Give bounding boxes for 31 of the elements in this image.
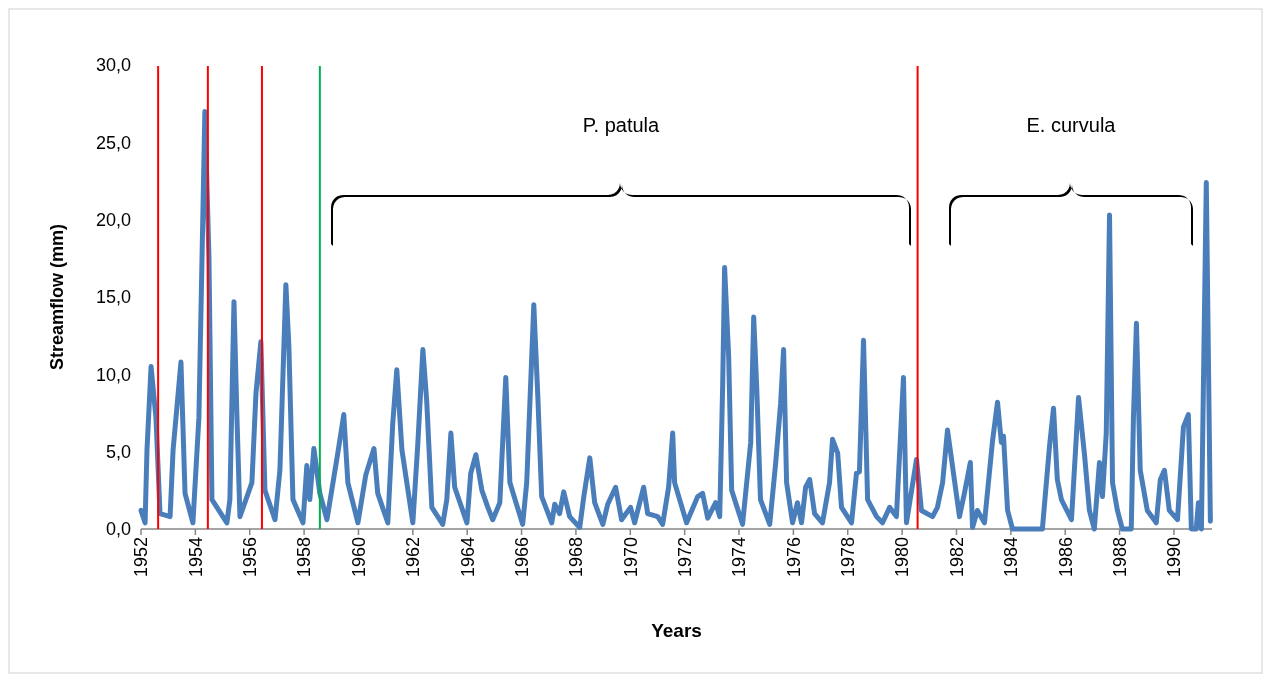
x-tick-label: 1954 <box>185 537 206 578</box>
x-tick-label: 1980 <box>892 537 913 578</box>
y-tick-label: 0,0 <box>105 519 131 540</box>
x-tick-label: 1976 <box>783 537 804 578</box>
x-tick-label: 1968 <box>566 537 587 578</box>
x-tick-label: 1990 <box>1164 537 1185 578</box>
annotation: E. curvula <box>1026 114 1117 136</box>
x-tick-label: 1962 <box>403 537 424 578</box>
x-axis-title: Years <box>651 620 702 641</box>
y-tick-label: 10,0 <box>95 364 131 385</box>
x-tick-label: 1986 <box>1055 537 1076 578</box>
x-tick-label: 1988 <box>1109 537 1130 578</box>
x-tick-label: 1958 <box>294 537 315 578</box>
x-tick-label: 1952 <box>131 537 152 578</box>
x-tick-label: 1982 <box>946 537 967 578</box>
x-tick-label: 1984 <box>1001 537 1022 578</box>
x-tick-label: 1972 <box>674 537 695 578</box>
x-tick-label: 1978 <box>838 537 859 578</box>
y-tick-label: 15,0 <box>95 287 131 308</box>
y-axis-title: Streamflow (mm) <box>47 223 67 371</box>
y-tick-label: 20,0 <box>95 209 131 230</box>
x-tick-label: 1970 <box>620 537 641 578</box>
x-tick-label: 1960 <box>348 537 369 578</box>
y-tick-label: 25,0 <box>95 132 131 153</box>
x-tick-label: 1964 <box>457 537 478 578</box>
x-tick-label: 1956 <box>240 537 261 578</box>
y-tick-label: 5,0 <box>105 441 131 462</box>
x-tick-label: 1966 <box>511 537 532 578</box>
y-tick-label: 30,0 <box>95 55 131 76</box>
annotation: P. patula <box>582 114 661 136</box>
x-tick-label: 1974 <box>729 537 750 578</box>
